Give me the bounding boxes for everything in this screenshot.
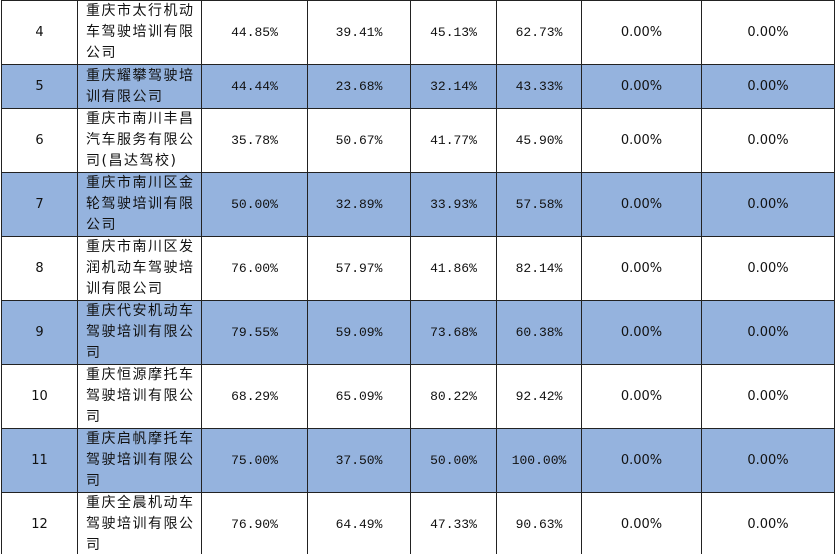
- percent-cell: 57.58%: [496, 172, 582, 237]
- percent-cell: 0.00%: [581, 108, 702, 173]
- percent-cell: 45.13%: [410, 0, 497, 65]
- index-cell: 8: [1, 236, 78, 301]
- percent-cell: 60.38%: [496, 300, 582, 365]
- percent-cell: 50.67%: [307, 108, 411, 173]
- percent-cell: 32.14%: [410, 64, 497, 109]
- percent-cell: 45.90%: [496, 108, 582, 173]
- percent-cell: 0.00%: [701, 172, 835, 237]
- percent-cell: 0.00%: [581, 0, 702, 65]
- percent-cell: 80.22%: [410, 364, 497, 429]
- percent-cell: 79.55%: [201, 300, 308, 365]
- percent-cell: 44.44%: [201, 64, 308, 109]
- percent-cell: 37.50%: [307, 428, 411, 493]
- table-row: 5 重庆耀攀驾驶培训有限公司 44.44% 23.68% 32.14% 43.33% 0.0…: [1, 64, 835, 109]
- name-cell: 重庆市太行机动车驾驶培训有限公司: [77, 0, 202, 65]
- percent-cell: 57.97%: [307, 236, 411, 301]
- percent-cell: 59.09%: [307, 300, 411, 365]
- percent-cell: 32.89%: [307, 172, 411, 237]
- percent-cell: 73.68%: [410, 300, 497, 365]
- index-cell: 5: [1, 64, 78, 109]
- name-cell: 重庆市南川区金轮驾驶培训有限公司: [77, 172, 202, 237]
- percent-cell: 100.00%: [496, 428, 582, 493]
- table-row: 10 重庆恒源摩托车驾驶培训有限公司 68.29% 65.09% 80.22% 92.42…: [1, 364, 835, 429]
- percent-cell: 41.77%: [410, 108, 497, 173]
- percent-cell: 0.00%: [701, 300, 835, 365]
- name-cell: 重庆耀攀驾驶培训有限公司: [77, 64, 202, 109]
- percent-cell: 0.00%: [581, 172, 702, 237]
- index-cell: 9: [1, 300, 78, 365]
- percent-cell: 0.00%: [581, 492, 702, 554]
- name-cell: 重庆启帆摩托车驾驶培训有限公司: [77, 428, 202, 493]
- name-cell: 重庆全晨机动车驾驶培训有限公司: [77, 492, 202, 554]
- percent-cell: 68.29%: [201, 364, 308, 429]
- percent-cell: 92.42%: [496, 364, 582, 429]
- percent-cell: 0.00%: [581, 364, 702, 429]
- percent-cell: 0.00%: [701, 108, 835, 173]
- percent-cell: 47.33%: [410, 492, 497, 554]
- percent-cell: 41.86%: [410, 236, 497, 301]
- table-row: 4 重庆市太行机动车驾驶培训有限公司 44.85% 39.41% 45.13% 62.73…: [1, 0, 835, 65]
- percent-cell: 90.63%: [496, 492, 582, 554]
- percent-cell: 0.00%: [581, 236, 702, 301]
- index-cell: 11: [1, 428, 78, 493]
- percent-cell: 0.00%: [581, 428, 702, 493]
- percent-cell: 0.00%: [701, 428, 835, 493]
- index-cell: 6: [1, 108, 78, 173]
- percent-cell: 43.33%: [496, 64, 582, 109]
- index-cell: 10: [1, 364, 78, 429]
- table-row: 8 重庆市南川区发润机动车驾驶培训有限公司 76.00% 57.97% 41.86% 82…: [1, 236, 835, 301]
- percent-cell: 0.00%: [701, 364, 835, 429]
- percent-cell: 76.00%: [201, 236, 308, 301]
- name-cell: 重庆市南川丰昌汽车服务有限公司(昌达驾校): [77, 108, 202, 173]
- percent-cell: 23.68%: [307, 64, 411, 109]
- percent-cell: 35.78%: [201, 108, 308, 173]
- percent-cell: 0.00%: [581, 64, 702, 109]
- percent-cell: 39.41%: [307, 0, 411, 65]
- name-cell: 重庆市南川区发润机动车驾驶培训有限公司: [77, 236, 202, 301]
- index-cell: 12: [1, 492, 78, 554]
- percent-cell: 0.00%: [701, 492, 835, 554]
- percent-cell: 76.90%: [201, 492, 308, 554]
- percent-cell: 0.00%: [701, 236, 835, 301]
- percent-cell: 50.00%: [410, 428, 497, 493]
- percent-cell: 75.00%: [201, 428, 308, 493]
- table-row: 6 重庆市南川丰昌汽车服务有限公司(昌达驾校) 35.78% 50.67% 41.77%…: [1, 108, 835, 173]
- table-row: 7 重庆市南川区金轮驾驶培训有限公司 50.00% 32.89% 33.93% 57.58…: [1, 172, 835, 237]
- name-cell: 重庆代安机动车驾驶培训有限公司: [77, 300, 202, 365]
- percent-cell: 64.49%: [307, 492, 411, 554]
- percent-cell: 0.00%: [701, 64, 835, 109]
- percent-cell: 62.73%: [496, 0, 582, 65]
- percent-cell: 33.93%: [410, 172, 497, 237]
- percent-cell: 65.09%: [307, 364, 411, 429]
- index-cell: 7: [1, 172, 78, 237]
- table-row: 12 重庆全晨机动车驾驶培训有限公司 76.90% 64.49% 47.33% 90.63…: [1, 492, 835, 554]
- percent-cell: 0.00%: [581, 300, 702, 365]
- percent-cell: 50.00%: [201, 172, 308, 237]
- percent-cell: 82.14%: [496, 236, 582, 301]
- name-cell: 重庆恒源摩托车驾驶培训有限公司: [77, 364, 202, 429]
- percent-cell: 0.00%: [701, 0, 835, 65]
- index-cell: 4: [1, 0, 78, 65]
- table-row: 11 重庆启帆摩托车驾驶培训有限公司 75.00% 37.50% 50.00% 100.0…: [1, 428, 835, 493]
- percent-cell: 44.85%: [201, 0, 308, 65]
- table-row: 9 重庆代安机动车驾驶培训有限公司 79.55% 59.09% 73.68% 60.38%…: [1, 300, 835, 365]
